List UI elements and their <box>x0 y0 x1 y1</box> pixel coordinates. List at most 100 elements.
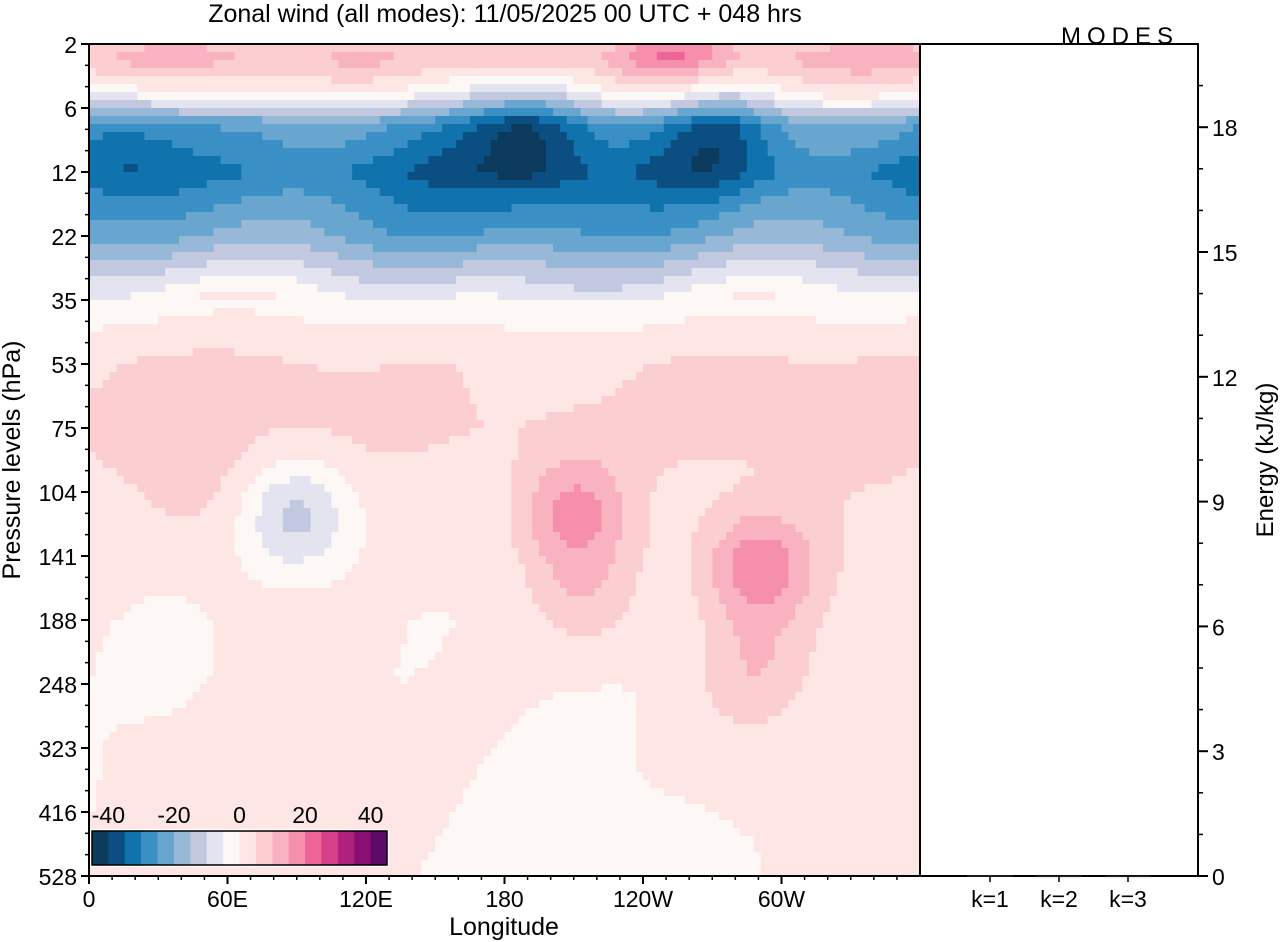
heatmap-cell <box>629 340 637 349</box>
heatmap-cell <box>663 188 672 197</box>
heatmap-cell <box>338 356 346 365</box>
heatmap-cell <box>691 300 699 309</box>
heatmap-cell <box>483 372 492 381</box>
heatmap-cell <box>629 220 637 229</box>
heatmap-cell <box>615 268 623 277</box>
heatmap-cell <box>691 84 699 93</box>
heatmap-cell <box>726 140 734 149</box>
heatmap-cell <box>753 68 762 77</box>
heatmap-cell <box>296 148 305 157</box>
heatmap-cell <box>262 364 270 373</box>
heatmap-cell <box>691 60 699 69</box>
heatmap-cell <box>601 292 609 301</box>
heatmap-cell <box>379 316 388 325</box>
heatmap-cell <box>282 68 291 77</box>
heatmap-cell <box>130 188 139 197</box>
heatmap-cell <box>504 332 513 341</box>
heatmap-cell <box>490 212 499 221</box>
heatmap-cell <box>407 84 416 93</box>
heatmap-cell <box>456 292 464 301</box>
heatmap-cell <box>539 268 547 277</box>
heatmap-cell <box>262 148 270 157</box>
heatmap-cell <box>130 236 139 245</box>
heatmap-cell <box>206 316 215 325</box>
heatmap-cell <box>109 228 118 237</box>
heatmap-cell <box>331 60 339 69</box>
heatmap-cell <box>580 116 589 125</box>
heatmap-cell <box>733 76 741 85</box>
heatmap-cell <box>206 180 215 189</box>
heatmap-cell <box>185 44 194 53</box>
heatmap-cell <box>726 212 734 221</box>
heatmap-cell <box>185 228 194 237</box>
heatmap-cell <box>109 60 118 69</box>
heatmap-cell <box>414 188 422 197</box>
heatmap-cell <box>179 316 187 325</box>
heatmap-cell <box>836 124 845 133</box>
heatmap-cell <box>428 252 436 261</box>
heatmap-cell <box>262 140 270 149</box>
heatmap-cell <box>857 68 866 77</box>
heatmap-cell <box>213 244 222 253</box>
heatmap-cell <box>352 52 360 61</box>
heatmap-cell <box>739 188 748 197</box>
heatmap-cell <box>137 348 145 357</box>
heatmap-cell <box>878 356 886 365</box>
heatmap-cell <box>89 260 97 269</box>
heatmap-cell <box>677 292 686 301</box>
heatmap-cell <box>359 124 367 133</box>
heatmap-cell <box>656 300 665 309</box>
heatmap-cell <box>823 348 831 357</box>
heatmap-cell <box>559 196 568 205</box>
heatmap-cell <box>109 148 118 157</box>
heatmap-cell <box>850 348 859 357</box>
heatmap-cell <box>649 212 658 221</box>
heatmap-cell <box>802 180 810 189</box>
heatmap-cell <box>719 300 727 309</box>
heatmap-cell <box>539 276 547 285</box>
heatmap-cell <box>317 348 326 357</box>
heatmap-cell <box>310 348 319 357</box>
heatmap-cell <box>227 164 236 173</box>
heatmap-cell <box>469 244 478 253</box>
heatmap-cell <box>262 236 270 245</box>
heatmap-cell <box>802 60 810 69</box>
heatmap-cell <box>172 252 180 261</box>
heatmap-cell <box>442 220 450 229</box>
heatmap-cell <box>774 364 783 373</box>
heatmap-cell <box>684 100 693 109</box>
heatmap-cell <box>552 372 561 381</box>
heatmap-cell <box>275 196 284 205</box>
heatmap-cell <box>677 60 686 69</box>
heatmap-cell <box>109 332 118 341</box>
heatmap-cell <box>608 180 616 189</box>
heatmap-cell <box>816 148 824 157</box>
heatmap-cell <box>179 340 187 349</box>
heatmap-cell <box>227 92 236 101</box>
heatmap-cell <box>282 220 291 229</box>
heatmap-cell <box>656 268 665 277</box>
heatmap-cell <box>885 156 893 165</box>
heatmap-cell <box>663 316 672 325</box>
heatmap-cell <box>636 164 644 173</box>
heatmap-cell <box>781 268 790 277</box>
heatmap-cell <box>234 180 242 189</box>
heatmap-cell <box>331 324 339 333</box>
heatmap-cell <box>913 100 921 109</box>
heatmap-cell <box>871 284 880 293</box>
heatmap-cell <box>95 316 104 325</box>
heatmap-cell <box>255 324 263 333</box>
heatmap-cell <box>677 84 686 93</box>
heatmap-cell <box>643 252 651 261</box>
heatmap-cell <box>109 244 118 253</box>
heatmap-cell <box>656 316 665 325</box>
heatmap-cell <box>262 372 270 381</box>
heatmap-cell <box>262 124 270 133</box>
heatmap-cell <box>525 140 533 149</box>
heatmap-cell <box>379 332 388 341</box>
heatmap-cell <box>331 180 339 189</box>
heatmap-cell <box>636 356 644 365</box>
heatmap-cell <box>878 52 886 61</box>
heatmap-cell <box>816 100 824 109</box>
heatmap-cell <box>303 236 312 245</box>
